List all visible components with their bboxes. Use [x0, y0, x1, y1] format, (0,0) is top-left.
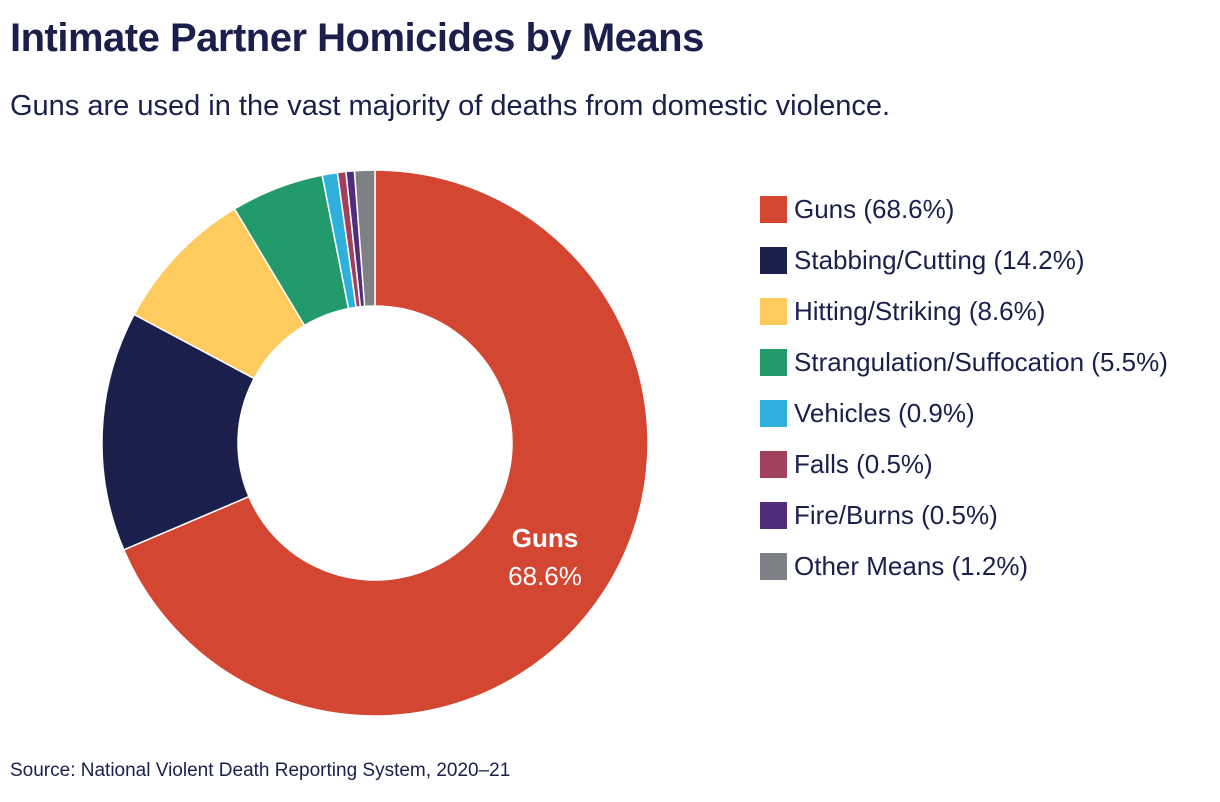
legend-label: Falls (0.5%)	[794, 449, 933, 479]
slice-label-guns-name: Guns	[512, 523, 578, 553]
legend-label: Vehicles (0.9%)	[794, 398, 975, 428]
chart-legend: Guns (68.6%) Stabbing/Cutting (14.2%) Hitt…	[760, 184, 1168, 592]
legend-item-hitting-striking: Hitting/Striking (8.6%)	[760, 286, 1168, 337]
legend-label: Stabbing/Cutting (14.2%)	[794, 245, 1085, 275]
legend-label: Strangulation/Suffocation (5.5%)	[794, 347, 1168, 377]
legend-swatch	[760, 247, 787, 274]
legend-swatch	[760, 349, 787, 376]
source-note: Source: National Violent Death Reporting…	[10, 760, 511, 781]
legend-label: Guns (68.6%)	[794, 194, 955, 224]
legend-item-strangulation-suffocation: Strangulation/Suffocation (5.5%)	[760, 337, 1168, 388]
legend-item-vehicles: Vehicles (0.9%)	[760, 388, 1168, 439]
chart-title: Intimate Partner Homicides by Means	[10, 16, 704, 60]
legend-label: Hitting/Striking (8.6%)	[794, 296, 1046, 326]
slice-guns	[123, 169, 649, 717]
legend-item-fire-burns: Fire/Burns (0.5%)	[760, 490, 1168, 541]
legend-swatch	[760, 400, 787, 427]
legend-swatch	[760, 298, 787, 325]
donut-slices	[101, 169, 649, 717]
legend-item-other-means: Other Means (1.2%)	[760, 541, 1168, 592]
chart-subtitle: Guns are used in the vast majority of de…	[10, 90, 891, 122]
legend-swatch	[760, 451, 787, 478]
legend-item-guns: Guns (68.6%)	[760, 184, 1168, 235]
slice-stabbing-cutting	[101, 313, 255, 551]
legend-swatch	[760, 502, 787, 529]
legend-label: Other Means (1.2%)	[794, 551, 1029, 581]
legend-item-falls: Falls (0.5%)	[760, 439, 1168, 490]
slice-other-means	[353, 169, 376, 308]
legend-swatch	[760, 196, 787, 223]
legend-label: Fire/Burns (0.5%)	[794, 500, 998, 530]
slice-label-guns-value: 68.6%	[508, 561, 582, 591]
legend-swatch	[760, 553, 787, 580]
legend-item-stabbing-cutting: Stabbing/Cutting (14.2%)	[760, 235, 1168, 286]
